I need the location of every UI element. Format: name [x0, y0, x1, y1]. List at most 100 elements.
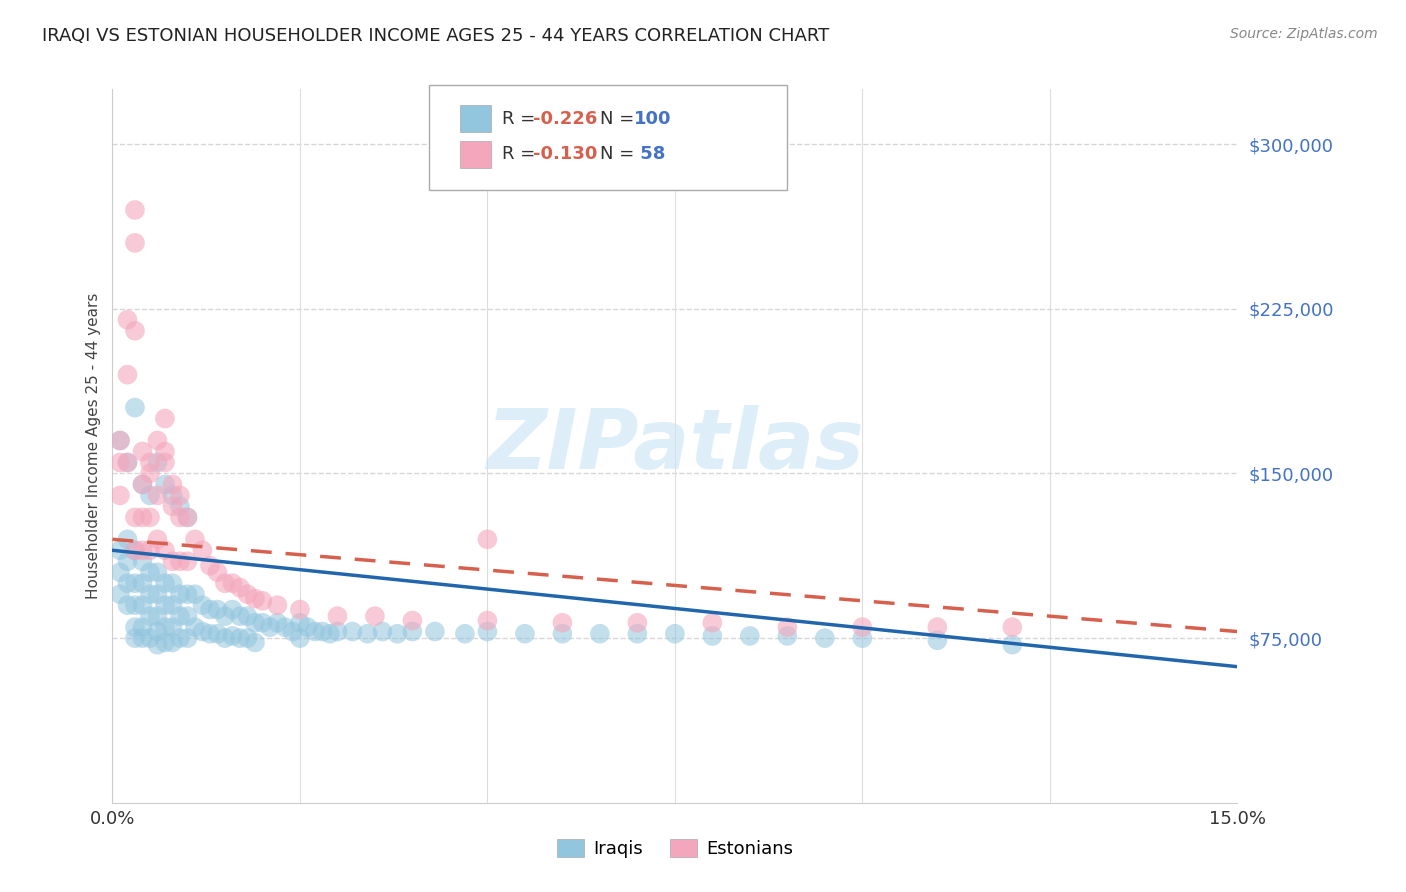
Point	[236, 631, 259, 645]
Point	[139, 455, 162, 469]
Point	[169, 609, 191, 624]
Point	[153, 455, 176, 469]
Point	[229, 609, 252, 624]
Point	[702, 629, 724, 643]
Point	[207, 602, 229, 616]
Point	[454, 626, 477, 640]
Point	[146, 587, 169, 601]
Point	[124, 543, 146, 558]
Point	[139, 631, 162, 645]
Point	[124, 235, 146, 250]
Point	[124, 324, 146, 338]
Point	[124, 510, 146, 524]
Point	[131, 477, 153, 491]
Point	[371, 624, 394, 639]
Point	[108, 455, 131, 469]
Point	[342, 624, 364, 639]
Point	[184, 587, 207, 601]
Point	[214, 631, 236, 645]
Point	[169, 587, 191, 601]
Point	[176, 631, 198, 645]
Point	[221, 576, 243, 591]
Point	[146, 434, 169, 448]
Text: N =: N =	[600, 110, 640, 128]
Point	[153, 598, 176, 612]
Point	[139, 467, 162, 481]
Point	[184, 533, 207, 547]
Point	[236, 609, 259, 624]
Point	[191, 598, 214, 612]
Point	[146, 533, 169, 547]
Point	[117, 598, 139, 612]
Point	[281, 624, 304, 639]
Point	[927, 620, 949, 634]
Point	[153, 620, 176, 634]
Text: R =: R =	[502, 145, 541, 163]
Point	[162, 488, 184, 502]
Point	[266, 598, 288, 612]
Text: Source: ZipAtlas.com: Source: ZipAtlas.com	[1230, 27, 1378, 41]
Point	[169, 631, 191, 645]
Point	[162, 554, 184, 568]
Point	[243, 635, 266, 649]
Legend: Iraqis, Estonians: Iraqis, Estonians	[550, 831, 800, 865]
Point	[146, 624, 169, 639]
Point	[146, 609, 169, 624]
Point	[236, 587, 259, 601]
Point	[131, 631, 153, 645]
Point	[229, 631, 252, 645]
Point	[117, 455, 139, 469]
Point	[252, 615, 274, 630]
Point	[356, 626, 378, 640]
Point	[153, 444, 176, 458]
Point	[153, 576, 176, 591]
Point	[108, 434, 131, 448]
Point	[626, 615, 648, 630]
Point	[146, 638, 169, 652]
Point	[214, 576, 236, 591]
Point	[589, 626, 612, 640]
Point	[326, 609, 349, 624]
Point	[131, 554, 153, 568]
Point	[221, 629, 243, 643]
Point	[387, 626, 409, 640]
Point	[198, 558, 221, 573]
Point	[191, 624, 214, 639]
Point	[108, 434, 131, 448]
Point	[108, 543, 131, 558]
Point	[319, 626, 342, 640]
Text: ZIPatlas: ZIPatlas	[486, 406, 863, 486]
Point	[131, 620, 153, 634]
Point	[124, 543, 146, 558]
Point	[131, 576, 153, 591]
Point	[259, 620, 281, 634]
Point	[117, 368, 139, 382]
Point	[326, 624, 349, 639]
Text: -0.226: -0.226	[533, 110, 598, 128]
Point	[169, 500, 191, 514]
Point	[176, 554, 198, 568]
Text: N =: N =	[600, 145, 640, 163]
Point	[513, 626, 536, 640]
Point	[162, 477, 184, 491]
Point	[776, 620, 799, 634]
Text: 100: 100	[634, 110, 672, 128]
Point	[131, 510, 153, 524]
Point	[266, 615, 288, 630]
Point	[139, 566, 162, 580]
Point	[108, 488, 131, 502]
Point	[221, 602, 243, 616]
Y-axis label: Householder Income Ages 25 - 44 years: Householder Income Ages 25 - 44 years	[86, 293, 101, 599]
Point	[207, 566, 229, 580]
Point	[117, 455, 139, 469]
Point	[124, 598, 146, 612]
Point	[117, 533, 139, 547]
Point	[162, 620, 184, 634]
Point	[423, 624, 446, 639]
Point	[162, 598, 184, 612]
Point	[108, 587, 131, 601]
Point	[229, 581, 252, 595]
Point	[169, 488, 191, 502]
Point	[139, 488, 162, 502]
Point	[176, 587, 198, 601]
